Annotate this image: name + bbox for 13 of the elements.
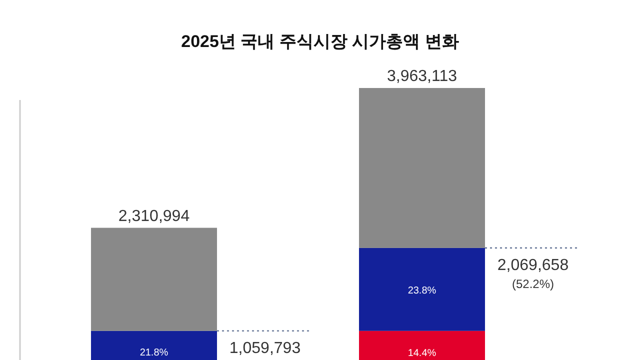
bar — [359, 88, 485, 248]
bar — [359, 248, 485, 331]
annotation: 2,069,658 (52.2%) — [497, 256, 569, 291]
annotation: 1,059,793 — [229, 340, 301, 357]
text: 3,963,113 — [387, 68, 458, 85]
annotation: 23.8% — [408, 285, 436, 296]
chart-title: 2025년 국내 주식시장 시가총액 변화 — [181, 32, 459, 51]
annotation: 2,310,994 — [118, 208, 190, 225]
bar — [359, 330, 485, 360]
bar — [91, 330, 217, 360]
annotation: 21.8% — [140, 347, 168, 358]
bar — [91, 228, 217, 331]
annotation: 14.4% — [408, 348, 436, 359]
